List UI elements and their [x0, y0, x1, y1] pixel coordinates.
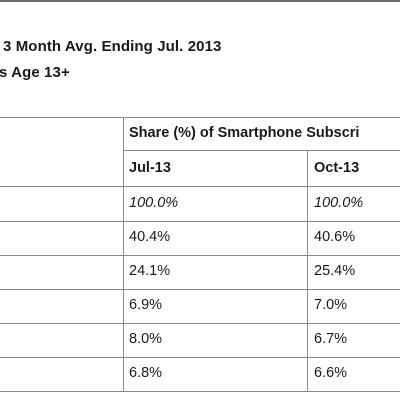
table-cell-total-oct: 100.0%	[314, 195, 364, 211]
table-rule-row1	[0, 221, 400, 222]
table-rule-top	[0, 117, 400, 118]
top-border	[0, 0, 400, 2]
column-header-jul: Jul-13	[129, 160, 171, 176]
column-header-oct: Oct-13	[314, 160, 360, 176]
table-cell-oct: 6.7%	[314, 331, 348, 347]
table-cell-jul: 24.1%	[129, 263, 171, 279]
table-cell-jul: 40.4%	[129, 229, 171, 245]
table-rule-row2	[0, 255, 400, 256]
table-rule-row5	[0, 357, 400, 358]
table-col-rule-1	[123, 117, 124, 392]
table-rule-bottom	[0, 391, 400, 392]
table-cell-oct: 6.6%	[314, 365, 348, 381]
report-title: 3 Month Avg. Ending Jul. 2013	[3, 38, 222, 55]
table-rule-row4	[0, 323, 400, 324]
table-cell-oct: 7.0%	[314, 297, 348, 313]
table-cell-oct: 40.6%	[314, 229, 356, 245]
table-rule-header	[0, 186, 400, 187]
table-col-rule-2	[307, 151, 308, 392]
share-table: Share (%) of Smartphone Subscri Jul-13 O…	[0, 117, 400, 400]
group-header: Share (%) of Smartphone Subscri	[129, 125, 360, 141]
table-cell-jul: 6.8%	[129, 365, 163, 381]
report-subtitle: s Age 13+	[0, 64, 70, 81]
table-cell-oct: 25.4%	[314, 263, 356, 279]
table-cell-jul: 6.9%	[129, 297, 163, 313]
table-rule-row3	[0, 289, 400, 290]
table-cell-jul: 8.0%	[129, 331, 163, 347]
table-rule-group	[123, 150, 400, 151]
table-cell-total-jul: 100.0%	[129, 195, 179, 211]
